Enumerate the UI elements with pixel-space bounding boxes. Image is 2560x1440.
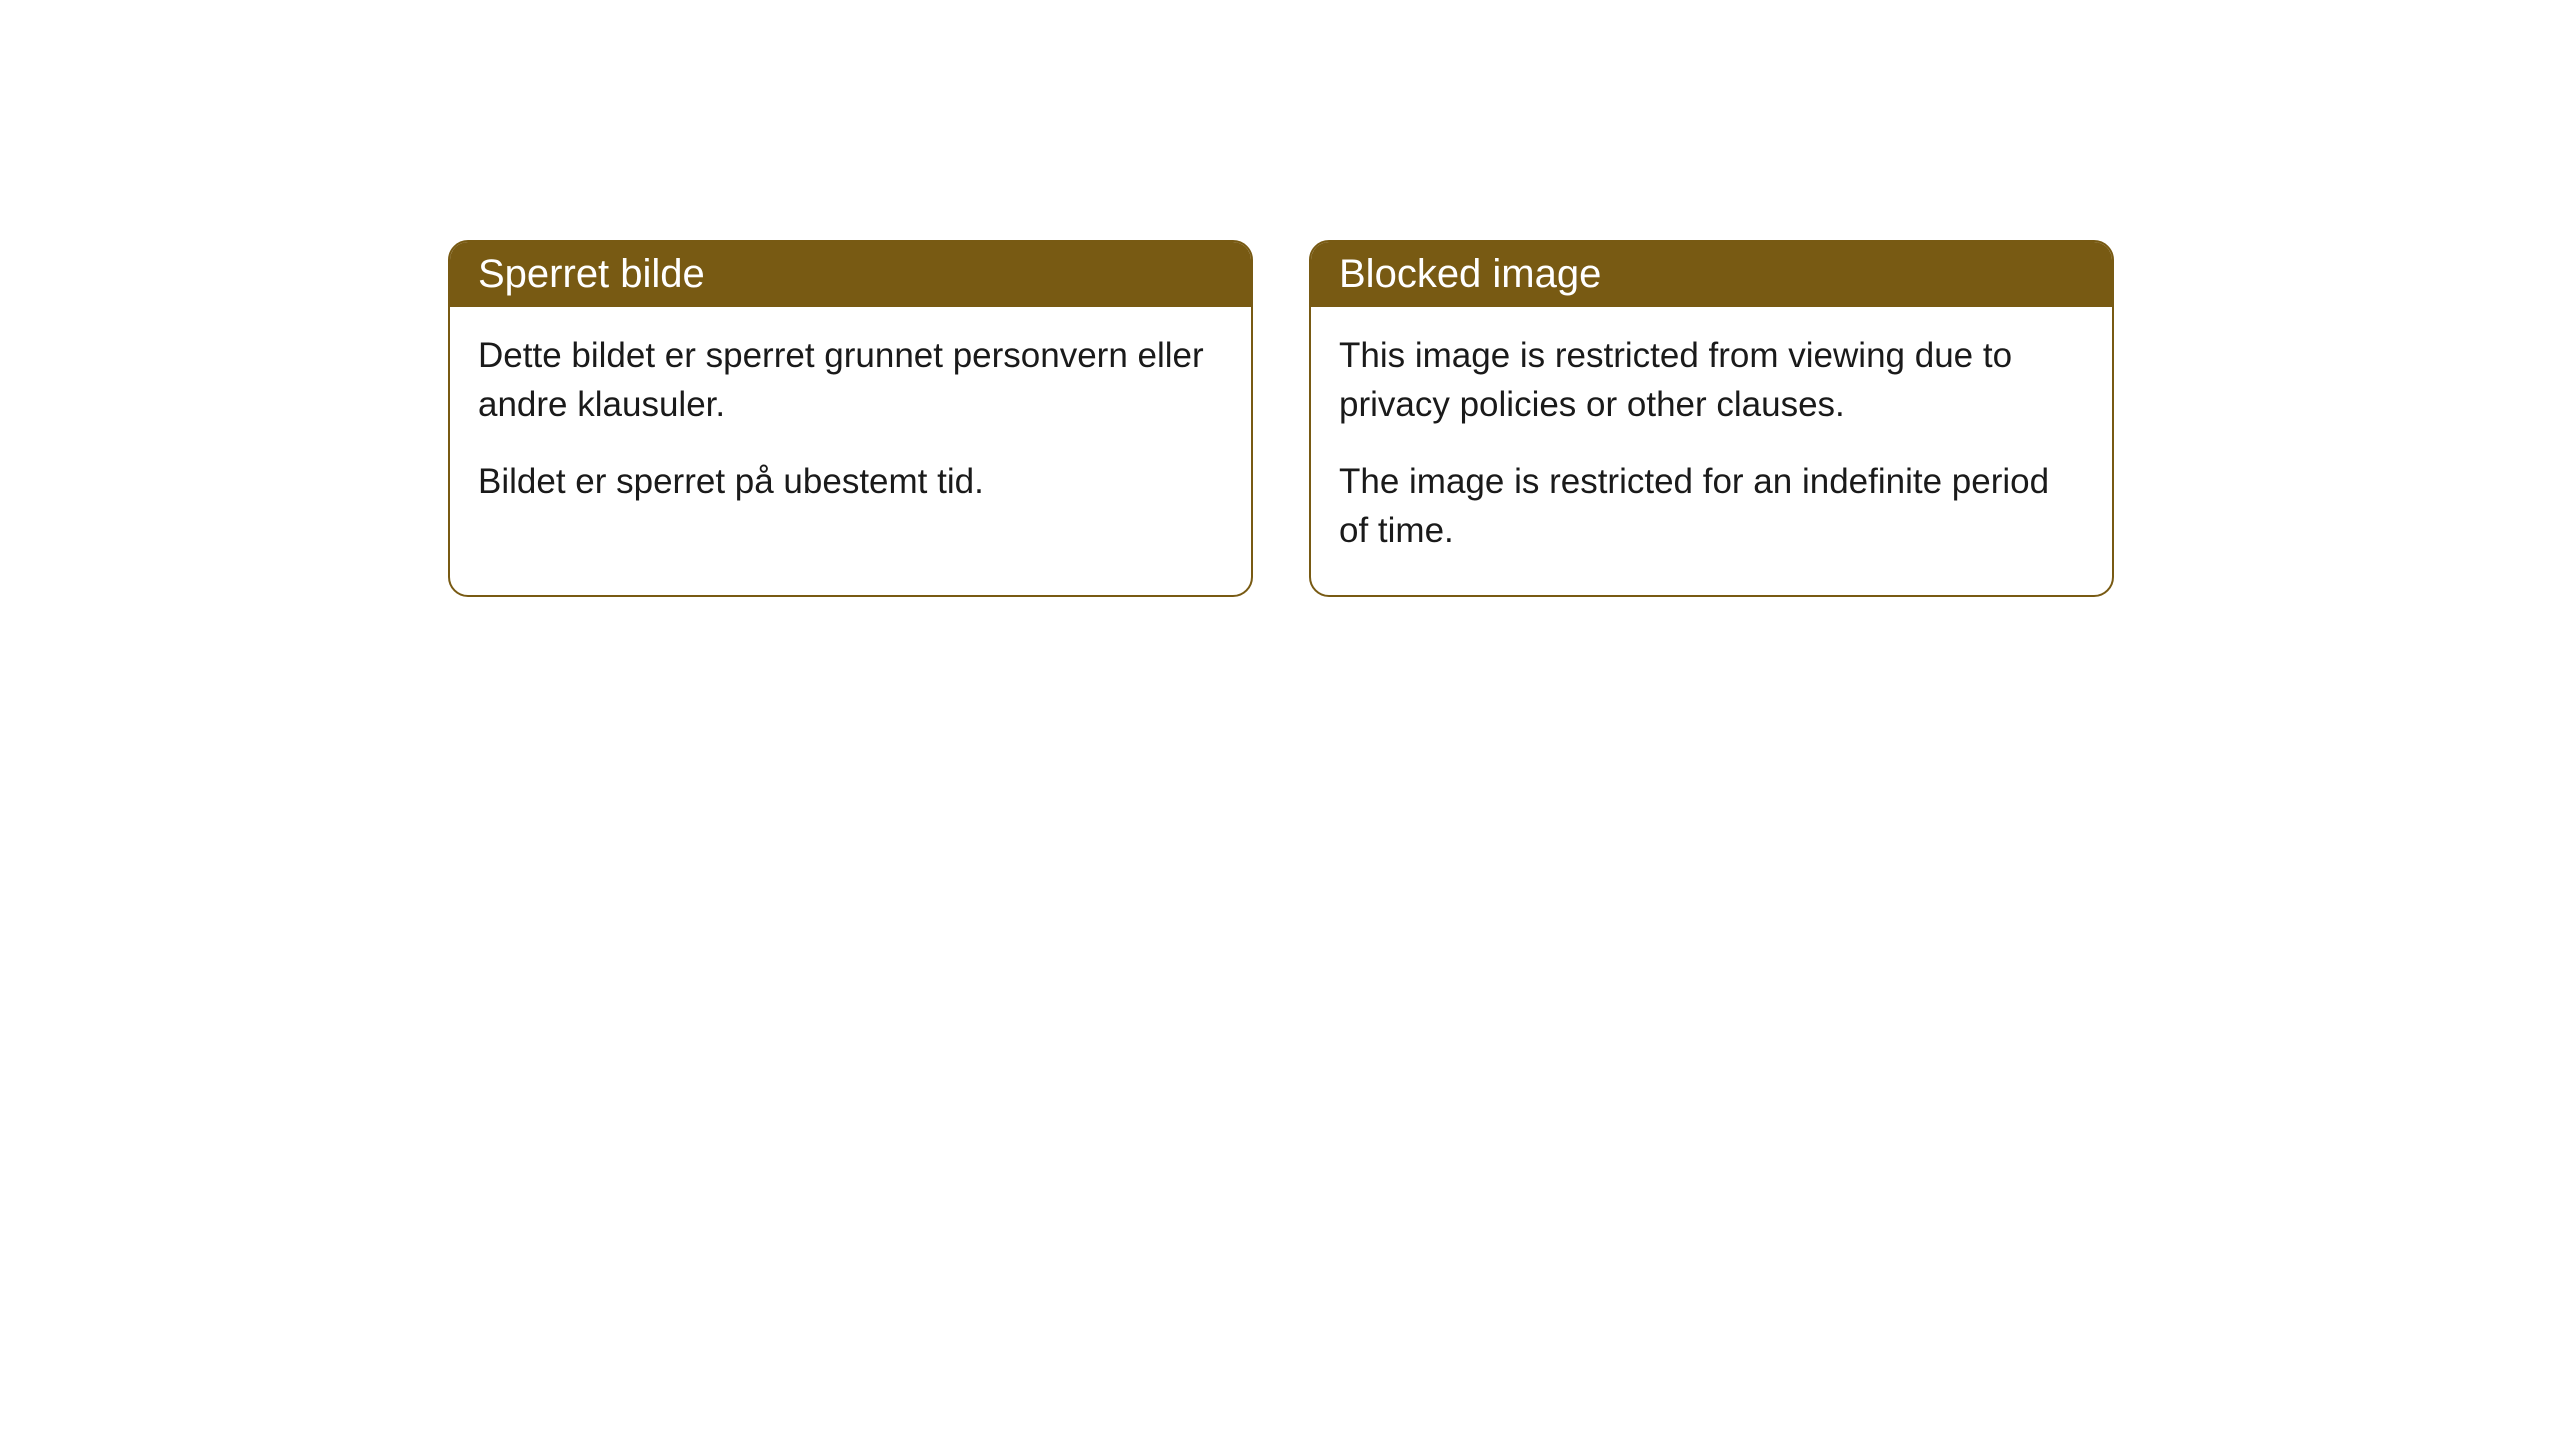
notice-card-english: Blocked image This image is restricted f… — [1309, 240, 2114, 597]
notice-body-norwegian: Dette bildet er sperret grunnet personve… — [450, 307, 1251, 546]
notice-title-english: Blocked image — [1339, 252, 1601, 296]
notice-header-english: Blocked image — [1311, 242, 2112, 307]
notice-text-norwegian-2: Bildet er sperret på ubestemt tid. — [478, 457, 1223, 506]
notice-text-english-1: This image is restricted from viewing du… — [1339, 331, 2084, 429]
notice-card-norwegian: Sperret bilde Dette bildet er sperret gr… — [448, 240, 1253, 597]
notice-container: Sperret bilde Dette bildet er sperret gr… — [0, 0, 2560, 597]
notice-title-norwegian: Sperret bilde — [478, 252, 705, 296]
notice-body-english: This image is restricted from viewing du… — [1311, 307, 2112, 595]
notice-text-english-2: The image is restricted for an indefinit… — [1339, 457, 2084, 555]
notice-text-norwegian-1: Dette bildet er sperret grunnet personve… — [478, 331, 1223, 429]
notice-header-norwegian: Sperret bilde — [450, 242, 1251, 307]
